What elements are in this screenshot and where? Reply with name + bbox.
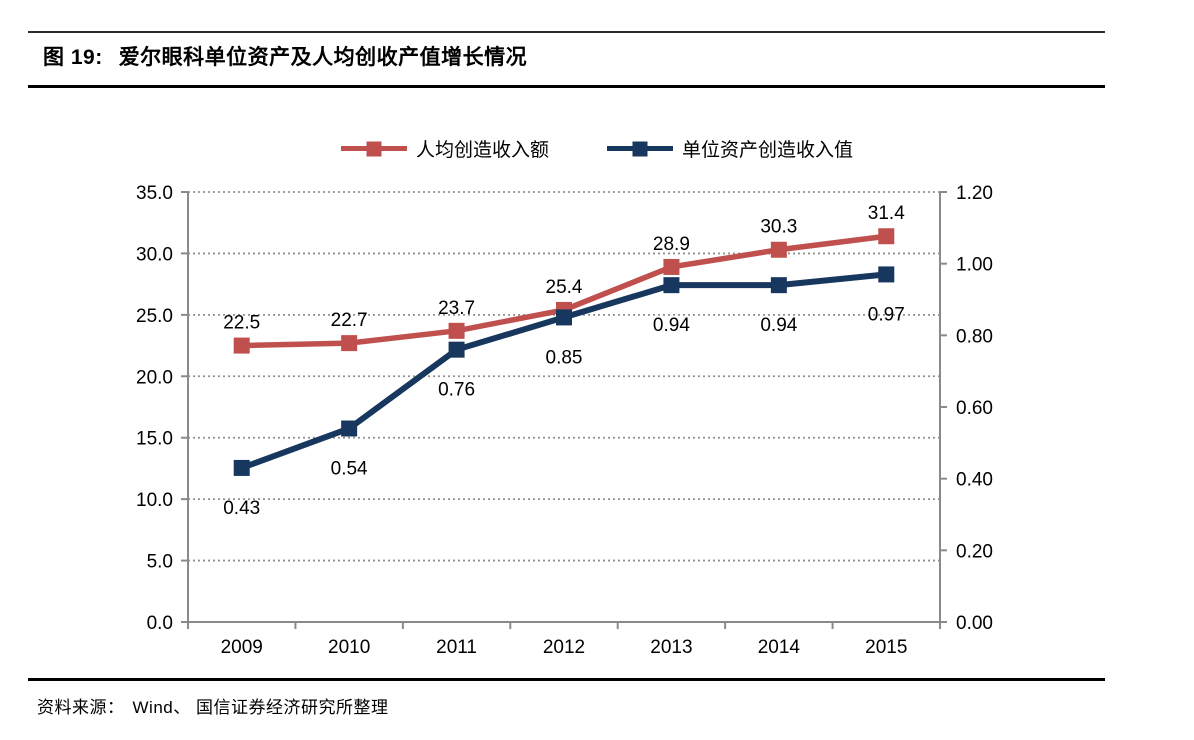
data-point-marker [878,228,895,245]
data-point-marker [878,266,895,283]
data-point-label: 22.5 [223,313,260,334]
source-note: 资料来源： Wind、 国信证券经济研究所整理 [37,693,388,718]
left-axis-tick-label: 25.0 [136,306,173,327]
data-point-label: 31.4 [868,203,905,224]
right-axis-tick-label: 0.40 [956,470,993,491]
data-point-label: 0.85 [546,347,583,368]
right-axis-tick-label: 1.00 [956,255,993,276]
source-label: 资料来源： [37,698,125,717]
bottom-rule [28,678,1105,681]
data-point-marker [770,277,787,294]
legend-item-unit-asset-revenue: 单位资产创造收入值 [607,135,853,162]
x-axis-tick-label: 2009 [221,637,263,658]
data-point-marker [233,459,250,476]
legend-label: 人均创造收入额 [415,140,549,161]
data-point-marker [448,341,465,358]
top-rule [28,31,1105,33]
data-point-marker [663,277,680,294]
x-axis-tick-label: 2013 [650,637,692,658]
data-point-label: 23.7 [438,298,475,319]
data-point-marker [663,258,680,275]
x-axis-tick-label: 2012 [543,637,585,658]
data-point-label: 28.9 [653,234,690,255]
data-point-label: 0.76 [438,380,475,401]
legend-square-marker-red [366,141,382,156]
left-axis-tick-label: 10.0 [136,490,173,511]
right-axis-tick-label: 0.80 [956,326,993,347]
source-text: Wind、 国信证券经济研究所整理 [132,698,389,717]
data-point-marker [770,241,787,258]
x-axis-tick-label: 2010 [328,637,370,658]
figure-title-text: 爱尔眼科单位资产及人均创收产值增长情况 [118,46,528,69]
data-point-label: 0.97 [868,304,905,325]
data-point-label: 30.3 [760,217,797,238]
right-axis-tick-label: 1.20 [956,183,993,204]
right-axis-tick-label: 0.60 [956,398,993,419]
left-axis-tick-label: 5.0 [147,552,173,573]
data-point-label: 0.54 [331,459,368,480]
data-point-marker [341,420,358,437]
x-axis-tick-label: 2011 [436,637,477,658]
chart-legend: 人均创造收入额 单位资产创造收入值 [0,135,1194,162]
legend-item-per-capita-revenue: 人均创造收入额 [340,135,549,162]
data-point-label: 0.94 [760,315,797,336]
data-point-label: 0.43 [223,498,260,519]
x-axis-tick-label: 2015 [865,637,907,658]
data-point-marker [448,322,465,339]
left-axis-tick-label: 20.0 [136,367,173,388]
data-point-marker [233,337,250,354]
figure-number-label: 图 19: [43,46,103,69]
x-axis-tick-label: 2014 [758,637,801,658]
legend-label: 单位资产创造收入值 [682,140,854,161]
data-point-marker [341,335,358,352]
title-divider-rule [28,85,1105,88]
data-point-marker [556,309,572,326]
left-axis-tick-label: 30.0 [136,244,173,265]
figure-title: 图 19: 爱尔眼科单位资产及人均创收产值增长情况 [43,41,527,71]
right-axis-tick-label: 0.20 [956,541,993,562]
left-axis-tick-label: 15.0 [136,429,173,450]
left-axis-tick-label: 35.0 [136,183,173,204]
legend-square-marker-blue [632,141,648,156]
left-axis-tick-label: 0.0 [147,613,173,634]
data-point-label: 22.7 [331,310,368,331]
legend-line-swatch-blue [607,141,673,156]
data-point-label: 25.4 [546,277,583,298]
data-point-label: 0.94 [653,315,690,336]
legend-line-swatch-red [340,141,407,156]
right-axis-tick-label: 0.00 [956,613,993,634]
